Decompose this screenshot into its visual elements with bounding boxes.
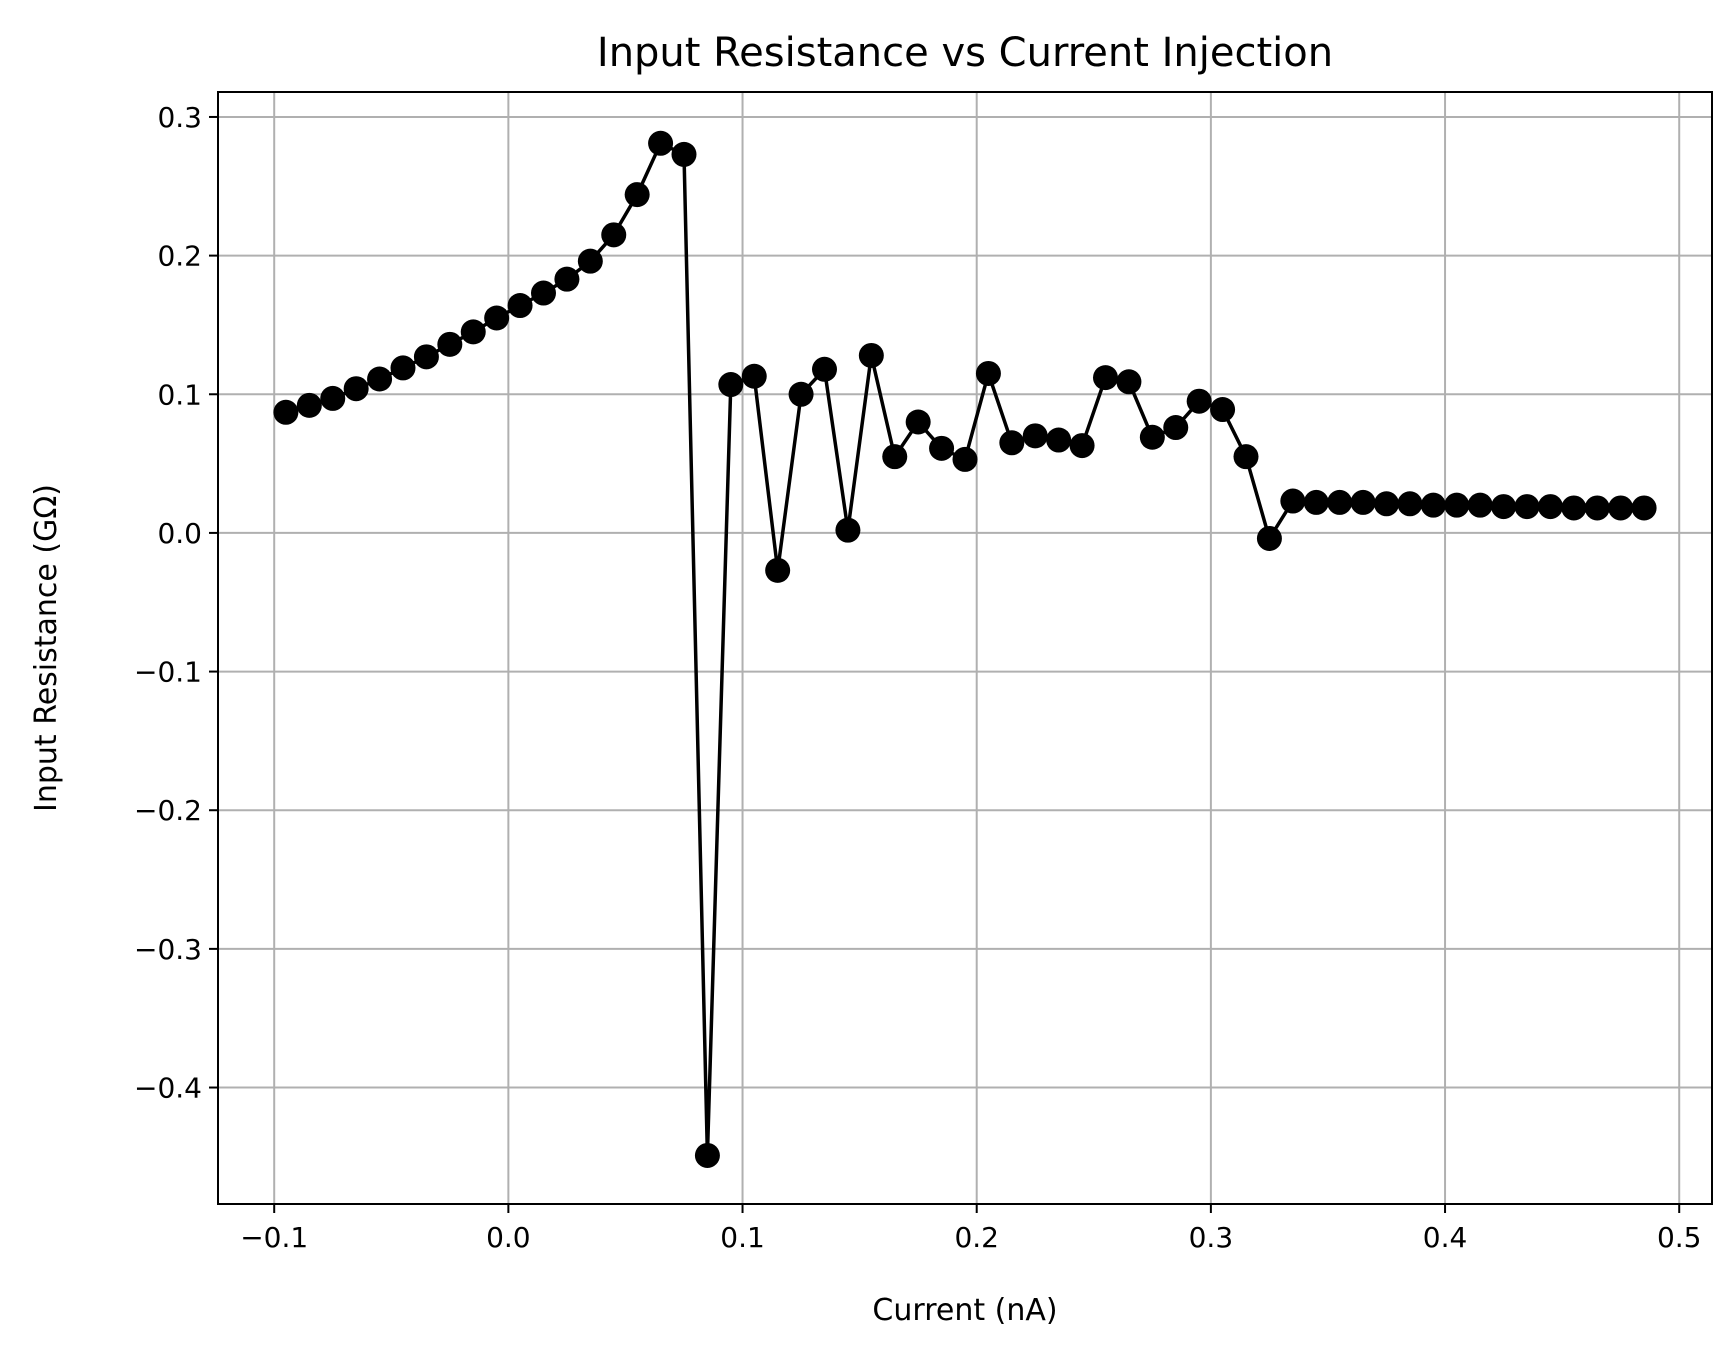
data-point xyxy=(1514,494,1540,520)
x-axis-label: Current (nA) xyxy=(872,1293,1057,1328)
plot-frame xyxy=(217,91,1713,1205)
data-point xyxy=(718,372,744,398)
y-axis: 0.3 0.2 0.1 0.0 −0.1 −0.2 −0.3 −0.4 xyxy=(134,101,218,1105)
y-tick-label: −0.1 xyxy=(134,656,202,689)
data-point xyxy=(320,385,346,411)
data-point xyxy=(811,356,837,382)
data-point xyxy=(975,360,1001,386)
y-tick-label: −0.2 xyxy=(134,794,202,827)
x-tick-label: 0.3 xyxy=(1189,1221,1234,1254)
data-point xyxy=(1561,495,1587,521)
data-point xyxy=(882,444,908,470)
data-point xyxy=(1631,495,1657,521)
data-point xyxy=(1233,444,1259,470)
data-point xyxy=(390,355,416,381)
data-point xyxy=(1069,433,1095,459)
y-tick-label: 0.2 xyxy=(157,240,202,273)
series-layer xyxy=(273,130,1657,1168)
data-point xyxy=(671,141,697,167)
data-point xyxy=(1584,495,1610,521)
data-point xyxy=(648,130,674,156)
data-point xyxy=(601,222,627,248)
data-point xyxy=(1374,491,1400,517)
x-tick-label: −0.1 xyxy=(240,1221,308,1254)
x-tick-label: 0.1 xyxy=(720,1221,765,1254)
data-point xyxy=(952,446,978,472)
data-point xyxy=(1163,415,1189,441)
data-point xyxy=(273,399,299,425)
data-point xyxy=(1608,495,1634,521)
data-point xyxy=(460,319,486,345)
y-tick-label: 0.1 xyxy=(157,378,202,411)
data-point xyxy=(1139,424,1165,450)
y-tick-label: −0.3 xyxy=(134,933,202,966)
data-point xyxy=(1467,492,1493,518)
data-point xyxy=(1397,491,1423,517)
data-point xyxy=(1046,427,1072,453)
data-point xyxy=(577,248,603,274)
y-tick-label: 0.0 xyxy=(157,517,202,550)
data-point xyxy=(1350,489,1376,515)
data-point xyxy=(1537,494,1563,520)
data-point xyxy=(1444,492,1470,518)
data-point xyxy=(1280,488,1306,514)
data-point xyxy=(1186,388,1212,414)
x-axis: −0.1 0.0 0.1 0.2 0.3 0.4 0.5 xyxy=(240,1204,1701,1254)
data-point xyxy=(1327,489,1353,515)
y-axis-label: Input Resistance (GΩ) xyxy=(29,484,64,812)
x-tick-label: 0.2 xyxy=(954,1221,999,1254)
y-tick-label: −0.4 xyxy=(134,1072,202,1105)
data-point xyxy=(929,435,955,461)
data-point xyxy=(554,266,580,292)
grid xyxy=(218,92,1712,1204)
data-point xyxy=(296,392,322,418)
data-point xyxy=(413,344,439,370)
data-point xyxy=(343,376,369,402)
data-point xyxy=(788,381,814,407)
data-point xyxy=(484,305,510,331)
data-point xyxy=(1116,369,1142,395)
data-point xyxy=(624,182,650,208)
data-point xyxy=(1210,397,1236,423)
data-point xyxy=(507,293,533,319)
data-point xyxy=(905,409,931,435)
data-point xyxy=(437,331,463,357)
data-point xyxy=(765,557,791,583)
data-point xyxy=(1256,525,1282,551)
data-point xyxy=(367,366,393,392)
data-point xyxy=(835,517,861,543)
data-point xyxy=(999,430,1025,456)
data-point xyxy=(694,1142,720,1168)
chart-title: Input Resistance vs Current Injection xyxy=(597,30,1333,76)
data-point xyxy=(1303,489,1329,515)
data-point xyxy=(1093,365,1119,391)
data-point xyxy=(1491,494,1517,520)
data-point xyxy=(741,363,767,389)
x-tick-label: 0.0 xyxy=(486,1221,531,1254)
x-tick-label: 0.5 xyxy=(1657,1221,1702,1254)
x-tick-label: 0.4 xyxy=(1423,1221,1468,1254)
y-tick-label: 0.3 xyxy=(157,101,202,134)
data-point xyxy=(1022,423,1048,449)
data-point xyxy=(1420,492,1446,518)
data-point xyxy=(858,342,884,368)
data-point xyxy=(530,280,556,306)
